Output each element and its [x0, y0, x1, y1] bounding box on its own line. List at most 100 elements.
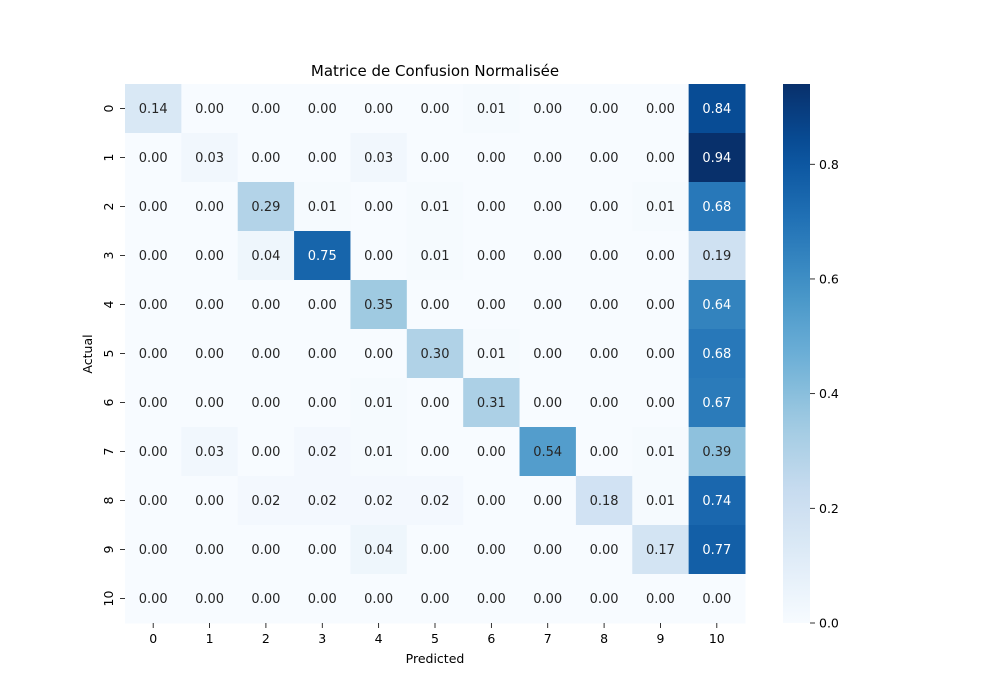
heatmap-cell [350, 378, 408, 428]
cell-value-label: 0.00 [590, 298, 619, 313]
cell-value-label: 0.00 [590, 396, 619, 411]
heatmap-cell [181, 476, 239, 526]
heatmap-cell [575, 182, 633, 232]
heatmap-cell [463, 525, 521, 575]
heatmap-cell [294, 182, 351, 232]
cell-value-label: 0.00 [139, 347, 168, 362]
x-tick-label: 4 [375, 631, 383, 646]
heatmap-cell [519, 574, 577, 624]
heatmap-cell [125, 525, 182, 575]
cell-value-label: 0.04 [364, 543, 393, 558]
x-tick-label: 9 [656, 631, 664, 646]
heatmap-cell [406, 84, 464, 134]
cell-value-label: 0.00 [195, 396, 224, 411]
heatmap-cell [237, 84, 295, 134]
heatmap-cell [237, 231, 295, 281]
cell-value-label: 0.00 [251, 543, 280, 558]
heatmap-cell [463, 378, 521, 428]
x-tick-label: 3 [318, 631, 326, 646]
cell-value-label: 0.01 [364, 396, 393, 411]
heatmap-cell [463, 476, 521, 526]
y-tick-label: 1 [101, 154, 116, 162]
cell-value-label: 0.01 [646, 494, 675, 509]
heatmap-cell [406, 329, 464, 379]
x-tick-label: 1 [206, 631, 214, 646]
heatmap-cell [125, 84, 182, 134]
heatmap-cell [463, 280, 521, 330]
heatmap-cell [519, 329, 577, 379]
heatmap-cell [575, 574, 633, 624]
cell-value-label: 0.68 [702, 200, 731, 215]
heatmap-cell [294, 84, 351, 134]
heatmap-cell [237, 280, 295, 330]
heatmap-cell [632, 133, 690, 183]
cell-value-label: 0.00 [646, 151, 675, 166]
heatmap-cell [237, 574, 295, 624]
cell-value-label: 0.00 [477, 445, 506, 460]
heatmap-cell [575, 84, 633, 134]
heatmap-cell [632, 231, 690, 281]
x-tick-label: 7 [544, 631, 552, 646]
cell-value-label: 0.00 [477, 543, 506, 558]
y-tick-label: 4 [101, 300, 116, 308]
heatmap-cell [463, 329, 521, 379]
heatmap-cell [688, 182, 746, 232]
heatmap-cell [406, 280, 464, 330]
cell-value-label: 0.00 [421, 543, 450, 558]
cell-value-label: 0.00 [590, 200, 619, 215]
y-tick-label: 0 [101, 104, 116, 112]
cell-value-label: 0.00 [590, 151, 619, 166]
heatmap-cell [632, 378, 690, 428]
cell-value-label: 0.00 [251, 102, 280, 117]
heatmap-cell [519, 476, 577, 526]
cell-value-label: 0.00 [646, 592, 675, 607]
heatmap-cell [181, 182, 239, 232]
cell-value-label: 0.74 [702, 494, 731, 509]
cell-value-label: 0.00 [308, 298, 337, 313]
cell-value-label: 0.00 [590, 347, 619, 362]
y-tick-label: 2 [101, 203, 116, 211]
cell-value-label: 0.00 [139, 200, 168, 215]
heatmap-cell [294, 133, 351, 183]
cell-value-label: 0.00 [477, 151, 506, 166]
cell-value-label: 0.00 [364, 347, 393, 362]
heatmap-cell [406, 525, 464, 575]
cell-value-label: 0.00 [646, 396, 675, 411]
heatmap-cell [237, 133, 295, 183]
heatmap-cell [406, 574, 464, 624]
cell-value-label: 0.02 [308, 445, 337, 460]
cell-value-label: 0.00 [308, 102, 337, 117]
cell-value-label: 0.00 [308, 592, 337, 607]
cell-value-label: 0.00 [195, 592, 224, 607]
cell-value-label: 0.35 [364, 298, 393, 313]
cell-value-label: 0.00 [251, 347, 280, 362]
heatmap-cell [463, 231, 521, 281]
cell-value-label: 0.02 [364, 494, 393, 509]
heatmap-cell [575, 525, 633, 575]
cell-value-label: 0.00 [364, 249, 393, 264]
cell-value-label: 0.00 [421, 445, 450, 460]
heatmap-cell [237, 378, 295, 428]
y-tick-label: 8 [101, 496, 116, 504]
x-tick-label: 2 [262, 631, 270, 646]
heatmap-cell [406, 182, 464, 232]
heatmap-cell [181, 84, 239, 134]
cell-value-label: 0.00 [421, 592, 450, 607]
cell-value-label: 0.00 [702, 592, 731, 607]
heatmap-cell [181, 133, 239, 183]
cell-value-label: 0.01 [364, 445, 393, 460]
heatmap-cell [632, 182, 690, 232]
cell-value-label: 0.00 [139, 445, 168, 460]
cell-value-label: 0.00 [195, 543, 224, 558]
x-tick-label: 10 [709, 631, 725, 646]
cell-value-label: 0.00 [533, 494, 562, 509]
heatmap-cell [350, 525, 408, 575]
heatmap-cell [688, 378, 746, 428]
heatmap-cell [181, 427, 239, 477]
heatmap-cell [294, 574, 351, 624]
cell-value-label: 0.00 [533, 249, 562, 264]
heatmap-cell [575, 476, 633, 526]
cell-value-label: 0.00 [590, 249, 619, 264]
heatmap-cell [688, 329, 746, 379]
cell-value-label: 0.00 [533, 298, 562, 313]
